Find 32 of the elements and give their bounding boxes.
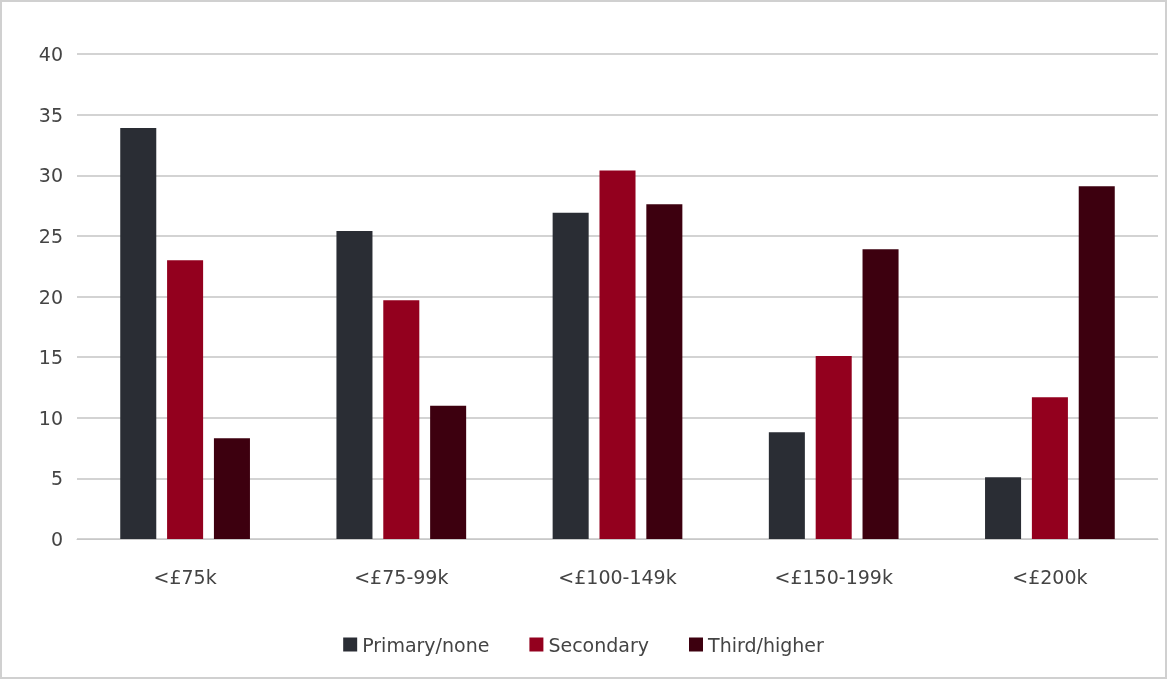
y-tick-label: 10: [38, 406, 63, 429]
bar: [1078, 186, 1115, 539]
y-tick-label: 0: [50, 528, 63, 550]
y-tick-label: 40: [38, 43, 63, 65]
y-tick-label: 30: [38, 164, 63, 187]
bar: [985, 477, 1022, 539]
y-tick-label: 5: [50, 467, 63, 490]
bar: [383, 300, 420, 539]
bar: [646, 204, 683, 539]
bar: [552, 212, 589, 539]
bar: [862, 249, 899, 539]
legend-label: Primary/none: [362, 633, 490, 656]
x-tick-label: <£100-149k: [558, 565, 677, 588]
bar: [768, 432, 805, 539]
bar: [599, 170, 636, 539]
legend-label: Third/higher: [707, 633, 824, 656]
y-tick-label: 25: [38, 224, 63, 247]
legend-label: Secondary: [548, 633, 650, 656]
bar: [815, 355, 852, 539]
bar: [213, 438, 250, 539]
bar: [336, 231, 373, 539]
bar: [430, 405, 467, 539]
x-tick-label: <£75k: [153, 565, 217, 588]
bar: [167, 260, 204, 539]
x-tick-label: <£200k: [1012, 565, 1088, 588]
bar: [1031, 397, 1068, 539]
y-tick-label: 20: [38, 285, 63, 308]
y-tick-label: 35: [38, 103, 63, 126]
x-tick-label: <£150-199k: [774, 565, 893, 588]
bar: [120, 127, 157, 539]
y-tick-label: 15: [38, 346, 63, 369]
x-tick-label: <£75-99k: [354, 565, 449, 588]
